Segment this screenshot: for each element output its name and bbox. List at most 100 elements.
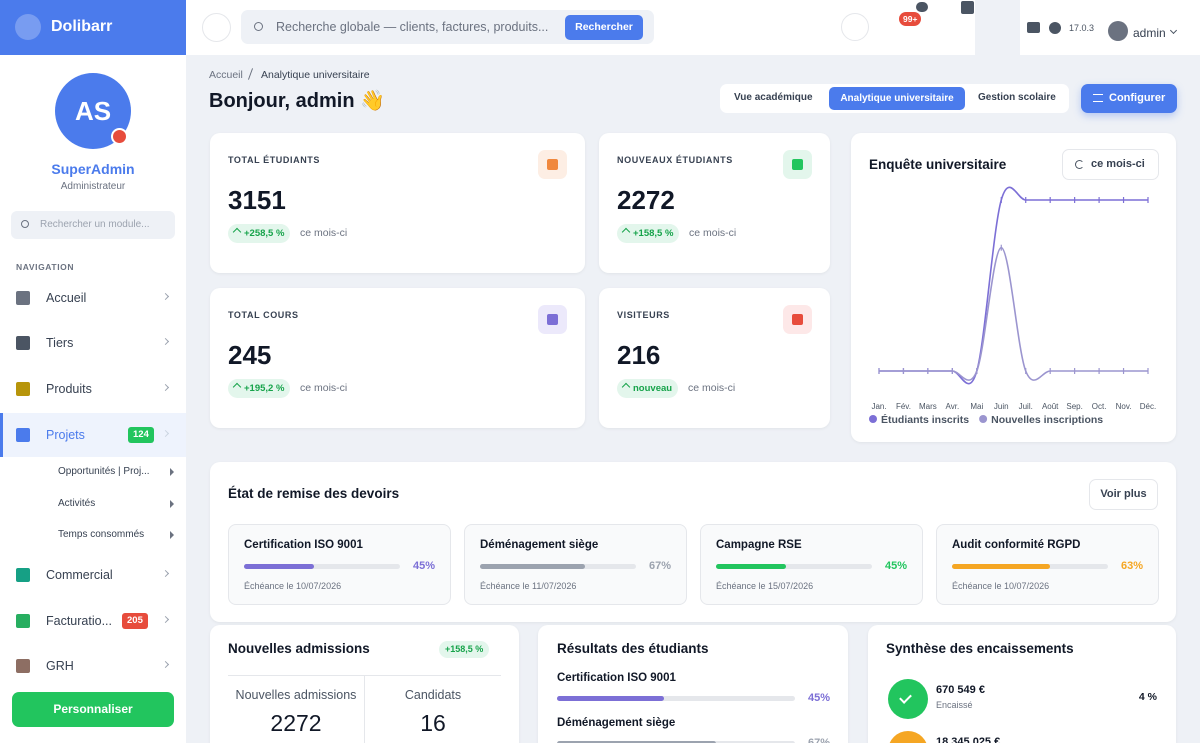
payment-amount: 670 549 € [936, 684, 985, 696]
topbar-gap [975, 0, 1020, 55]
progress-label: 45% [412, 560, 435, 572]
nav-chevron [161, 292, 170, 301]
assignment-title: Déménagement siège [480, 539, 599, 551]
stat-delta-text: +158,5 % [633, 228, 674, 239]
nav-subitem[interactable]: Opportunités | Proj... [58, 466, 150, 477]
nav-chevron [161, 383, 170, 392]
stat-delta-arrow [232, 227, 242, 237]
menu-toggle[interactable] [202, 13, 231, 42]
nav-icon [16, 659, 30, 673]
search-button[interactable]: Rechercher [565, 15, 643, 40]
nav-chevron [161, 615, 170, 624]
x-tick-label: Avr. [946, 402, 960, 411]
breadcrumb-item[interactable]: Accueil [209, 69, 243, 81]
progress-bar [557, 741, 717, 743]
topbar: Recherche globale — clients, factures, p… [186, 0, 1200, 55]
line-chart: Jan. Fév. Mars Avr. Mai Juin Juil. Août Sep. Oct.… [869, 186, 1156, 426]
stat-delta-text: +258,5 % [244, 228, 285, 239]
module-search-placeholder: Rechercher un module... [40, 219, 150, 230]
stat-value: 216 [617, 340, 661, 370]
brand-bar: Dolibarr [0, 0, 186, 55]
admissions-delta: +158,5 % [439, 641, 490, 658]
view-tab[interactable]: Vue académique [734, 92, 813, 103]
x-tick-label: Sep. [1066, 402, 1082, 411]
column-value: 16 [420, 710, 446, 736]
progress-label: 67% [648, 560, 671, 572]
nav-subarrow [170, 500, 174, 508]
nav-item[interactable]: GRH [0, 644, 186, 688]
x-tick-label: Nov. [1116, 402, 1132, 411]
chat-icon[interactable] [916, 2, 928, 12]
nav-chevron [161, 337, 170, 346]
stat-label: NOUVEAUX ÉTUDIANTS [617, 155, 733, 165]
nav-label: Tiers [46, 336, 74, 350]
x-tick-label: Juin [994, 402, 1009, 411]
profile-name: SuperAdmin [51, 161, 135, 177]
nav-item[interactable]: Accueil [0, 276, 186, 320]
progress-label: 45% [807, 692, 830, 704]
stat-label: TOTAL ÉTUDIANTS [228, 155, 320, 165]
breadcrumb-item: Analytique universitaire [261, 69, 370, 81]
stat-card: TOTAL COURS 245 +195,2 % ce mois-ci [210, 288, 585, 428]
period-button[interactable]: ce mois-ci [1062, 149, 1159, 180]
x-tick-label: Mai [970, 402, 983, 411]
stat-delta-arrow [621, 382, 631, 392]
view-tab[interactable]: Analytique universitaire [829, 87, 965, 110]
stat-icon-glyph [547, 159, 558, 170]
panel-title: Synthèse des encaissements [886, 641, 1074, 656]
nav-subitem[interactable]: Temps consommés [58, 529, 145, 540]
x-tick-label: Mars [919, 402, 937, 411]
configure-button[interactable]: Configurer [1081, 84, 1177, 113]
nav-item[interactable]: Projets 124 [0, 413, 186, 457]
user-avatar[interactable] [1108, 21, 1128, 41]
stat-icon-glyph [547, 314, 558, 325]
progress-track [557, 741, 795, 743]
see-more-button[interactable]: Voir plus [1089, 479, 1158, 510]
stat-delta: +195,2 % [228, 379, 291, 398]
results-panel: Résultats des étudiants Certification ISO… [538, 625, 848, 743]
assignment-title: Audit conformité RGPD [952, 539, 1081, 551]
nav-item[interactable]: Tiers [0, 321, 186, 365]
legend-label: Étudiants inscrits [881, 413, 969, 426]
global-search[interactable]: Recherche globale — clients, factures, p… [241, 10, 654, 44]
stat-delta-text: +195,2 % [244, 383, 285, 394]
chart-title: Enquête universitaire [869, 157, 1007, 172]
search-icon [21, 220, 29, 228]
theme-toggle[interactable] [841, 13, 869, 41]
payments-panel: Synthèse des encaissements 670 549 € Encai… [868, 625, 1176, 743]
configure-icon [1093, 94, 1103, 102]
progress-track [480, 564, 636, 569]
payment-share: 4 % [1138, 691, 1157, 703]
stat-value: 3151 [228, 185, 286, 215]
payment-label: Encaissé [936, 700, 973, 710]
assignment-title: Certification ISO 9001 [244, 539, 363, 551]
x-tick-label: Août [1042, 402, 1059, 411]
progress-bar [952, 564, 1051, 569]
module-search[interactable]: Rechercher un module... [11, 211, 175, 239]
progress-label: 67% [807, 737, 830, 743]
view-tab[interactable]: Gestion scolaire [978, 92, 1056, 103]
nav-subitem[interactable]: Activités [58, 498, 96, 509]
nav-item[interactable]: Facturatio... 205 [0, 599, 186, 643]
brand-name: Dolibarr [51, 18, 113, 35]
avatar-badge [111, 128, 128, 145]
nav-item[interactable]: Commercial [0, 553, 186, 597]
print-icon[interactable] [1027, 22, 1040, 33]
nav-item[interactable]: Produits [0, 367, 186, 411]
user-name[interactable]: admin [1133, 26, 1166, 40]
breadcrumb-separator [247, 68, 254, 80]
nav-label: Commercial [46, 568, 113, 582]
assignment-due: Échéance le 15/07/2026 [716, 581, 814, 591]
progress-label: 45% [884, 560, 907, 572]
nav-icon [16, 382, 30, 396]
calendar-icon[interactable] [961, 1, 974, 14]
stat-label: TOTAL COURS [228, 310, 299, 320]
customize-button[interactable]: Personnaliser [12, 692, 174, 727]
user-caret [1169, 26, 1178, 35]
help-icon[interactable] [1049, 22, 1061, 34]
assignment-due: Échéance le 10/07/2026 [952, 581, 1050, 591]
progress-bar [480, 564, 585, 569]
brand-logo [15, 14, 41, 40]
version: 17.0.3 [1069, 23, 1095, 33]
